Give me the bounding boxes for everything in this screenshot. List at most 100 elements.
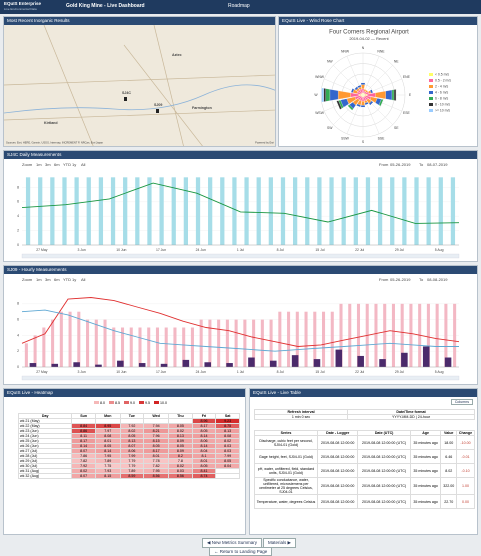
bar <box>50 177 54 245</box>
panel-title: SJ4C Daily Measurements <box>4 151 477 159</box>
columns-button[interactable]: Columns <box>451 399 473 405</box>
from-date[interactable]: 05-26-2019 <box>390 277 411 282</box>
wind-panel: EQuIS Live - Wind Rose Chart Four Corner… <box>278 16 478 147</box>
legend-label[interactable]: 2 - 4 m/s <box>435 84 448 88</box>
x-tick-label: 29 Jul <box>395 248 404 252</box>
table-cell: 35 minutes ago <box>410 495 441 509</box>
zoom-button[interactable]: 6m <box>54 277 60 282</box>
legend-label: 10.0 <box>160 401 167 405</box>
bar <box>208 320 211 367</box>
to-date[interactable]: 08-08-2019 <box>427 277 448 282</box>
panel-title: EQuIS Live - Live Table <box>250 389 477 397</box>
table-cell: Gage height, feet, SJ04-01 (Gold) <box>255 450 318 464</box>
bar <box>348 304 351 367</box>
bar <box>69 312 72 367</box>
zoom-button[interactable]: YTD <box>63 162 71 167</box>
legend-item[interactable]: 9.5 <box>139 401 150 405</box>
zoom-button[interactable]: All <box>81 162 86 167</box>
zoom-button[interactable]: 1y <box>72 162 76 167</box>
legend-label: 9.5 <box>145 401 150 405</box>
format-value[interactable]: YYYY-MM-DD | 24-hour <box>348 415 475 420</box>
map[interactable]: SJ4CSJ09AztecFarmingtonKirtlandSources: … <box>4 25 276 147</box>
bar <box>378 177 382 245</box>
legend-label[interactable]: 6 - 8 m/s <box>435 96 448 100</box>
to-date[interactable]: 08-07-2019 <box>427 162 448 167</box>
bar <box>95 320 98 367</box>
y-tick-label: 8 <box>17 185 19 189</box>
navigator[interactable] <box>22 376 459 380</box>
bar <box>204 362 211 367</box>
refresh-value[interactable]: 1 min 0 sec <box>255 415 348 420</box>
rose-segment <box>322 88 324 102</box>
place-label: SJ09 <box>154 103 162 107</box>
zoom-button[interactable]: 1m <box>36 162 42 167</box>
legend-swatch <box>429 103 433 106</box>
bar <box>401 353 408 367</box>
table-row: Gage height, feet, SJ04-01 (Gold)2019-08… <box>255 450 475 464</box>
legend-item[interactable]: 8.0 <box>94 401 105 405</box>
column-header[interactable]: Change <box>456 431 474 436</box>
place-label: Kirtland <box>44 121 58 125</box>
from-date[interactable]: 05-26-2019 <box>390 162 411 167</box>
bar <box>379 359 386 367</box>
bar <box>374 304 377 367</box>
bar <box>281 177 285 245</box>
zoom-button[interactable]: 6m <box>54 162 60 167</box>
page: EQuIS Enterprise Live Environmental Data… <box>0 0 481 556</box>
bar <box>305 312 308 367</box>
bar <box>336 350 343 367</box>
site-marker[interactable] <box>156 109 159 113</box>
x-tick-label: 24 Jun <box>196 370 206 374</box>
x-tick-label: 1 Jul <box>237 248 244 252</box>
header: EQuIS Enterprise Live Environmental Data… <box>0 0 481 14</box>
table-cell: 2019-08-08 12:00:00 (UTC) <box>358 478 410 495</box>
legend-label: 8.0 <box>100 401 105 405</box>
bar <box>138 328 141 368</box>
rose-segment <box>394 89 396 100</box>
x-tick-label: 10 Jun <box>116 370 126 374</box>
zoom-button[interactable]: 3m <box>45 277 51 282</box>
bar <box>112 328 115 368</box>
legend-item[interactable]: 8.5 <box>109 401 120 405</box>
legend-item[interactable]: 9.0 <box>124 401 135 405</box>
site-marker[interactable] <box>124 97 127 101</box>
map-powered: Powered by Esri <box>255 141 274 145</box>
direction-label: SSE <box>378 136 386 140</box>
zoom-button[interactable]: All <box>81 277 86 282</box>
nav-link[interactable]: Roadmap <box>228 3 250 9</box>
x-tick-label: 15 Jul <box>315 248 324 252</box>
x-tick-label: 8 Jul <box>277 248 284 252</box>
bar <box>423 346 430 367</box>
bar <box>322 312 325 367</box>
table-cell: 35 minutes ago <box>410 450 441 464</box>
place-label: Farmington <box>192 106 212 110</box>
table-cell: 0.00 <box>456 495 474 509</box>
navigator[interactable] <box>22 254 459 258</box>
back-button[interactable]: ← Return to Landing Page <box>209 547 272 556</box>
bar <box>73 362 80 367</box>
zoom-button[interactable]: 3m <box>45 162 51 167</box>
logo[interactable]: EQuIS Enterprise <box>4 1 41 6</box>
legend-item[interactable]: 10.0 <box>154 401 167 405</box>
x-tick-label: 17 Jun <box>156 370 166 374</box>
legend-label[interactable]: 8 - 10 m/s <box>435 102 450 106</box>
table-row: Specific conductance, water, unfiltered,… <box>255 478 475 495</box>
direction-label: SW <box>327 126 333 130</box>
bar <box>156 328 159 368</box>
bar <box>314 359 321 367</box>
legend-label[interactable]: 4 - 6 m/s <box>435 90 448 94</box>
legend-label[interactable]: < 0.5 m/s <box>435 72 449 76</box>
bar <box>217 320 220 367</box>
zoom-button[interactable]: YTD <box>63 277 71 282</box>
legend-label[interactable]: 0.5 - 2 m/s <box>435 78 451 82</box>
legend-label[interactable]: >= 10 m/s <box>435 108 450 112</box>
direction-label: N <box>362 46 365 50</box>
table-cell: 8.02 <box>441 464 457 478</box>
bar <box>329 177 333 245</box>
bar <box>26 177 30 245</box>
prev-label: New Metrics Summary <box>212 540 257 545</box>
zoom-button[interactable]: 1m <box>36 277 42 282</box>
rose-segment <box>326 89 330 102</box>
zoom-button[interactable]: 1y <box>72 277 76 282</box>
bar <box>38 177 42 245</box>
